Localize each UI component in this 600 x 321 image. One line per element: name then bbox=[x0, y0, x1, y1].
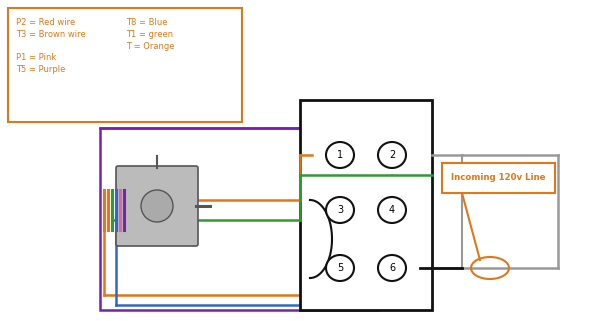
Ellipse shape bbox=[378, 255, 406, 281]
Ellipse shape bbox=[378, 142, 406, 168]
FancyBboxPatch shape bbox=[300, 100, 432, 310]
Circle shape bbox=[141, 190, 173, 222]
FancyBboxPatch shape bbox=[116, 166, 198, 246]
FancyBboxPatch shape bbox=[442, 163, 555, 193]
Text: 1: 1 bbox=[337, 150, 343, 160]
Ellipse shape bbox=[326, 255, 354, 281]
Ellipse shape bbox=[378, 197, 406, 223]
Text: P2 = Red wire
T3 = Brown wire

P1 = Pink
T5 = Purple: P2 = Red wire T3 = Brown wire P1 = Pink … bbox=[16, 18, 86, 74]
FancyBboxPatch shape bbox=[8, 8, 242, 122]
Text: 5: 5 bbox=[337, 263, 343, 273]
Text: 4: 4 bbox=[389, 205, 395, 215]
Ellipse shape bbox=[326, 142, 354, 168]
Ellipse shape bbox=[326, 197, 354, 223]
Text: 3: 3 bbox=[337, 205, 343, 215]
Text: T8 = Blue
T1 = green
T = Orange: T8 = Blue T1 = green T = Orange bbox=[126, 18, 175, 51]
Text: 2: 2 bbox=[389, 150, 395, 160]
Text: Incoming 120v Line: Incoming 120v Line bbox=[451, 173, 546, 183]
Text: 6: 6 bbox=[389, 263, 395, 273]
